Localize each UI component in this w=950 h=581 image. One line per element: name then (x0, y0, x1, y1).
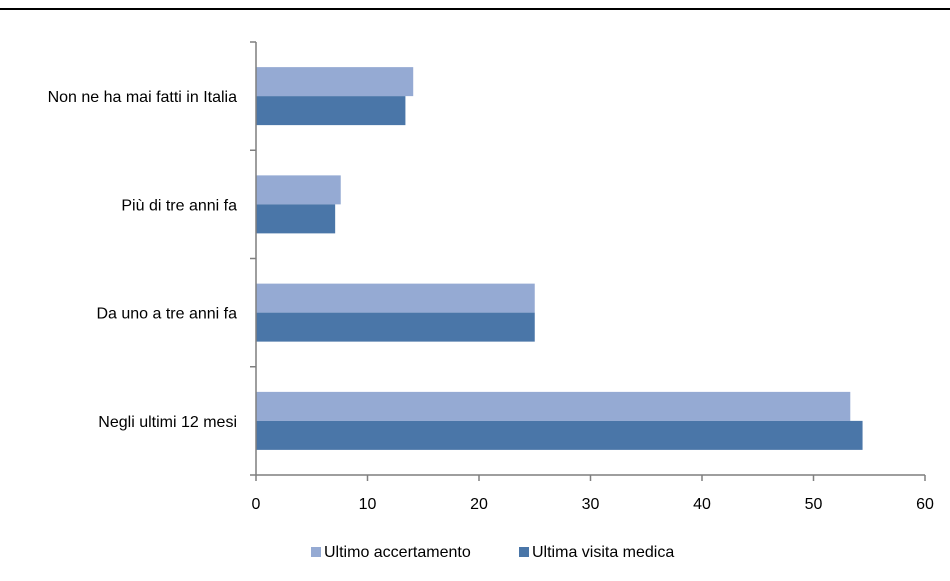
bar-ultimo-accertamento-1 (256, 175, 341, 205)
x-tick-label: 60 (916, 496, 934, 513)
legend-swatch-1 (519, 547, 529, 557)
bar-ultimo-accertamento-0 (256, 67, 414, 97)
x-tick-label: 20 (470, 496, 488, 513)
bar-ultimo-accertamento-2 (256, 283, 535, 313)
bar-ultima-visita-medica-0 (256, 96, 406, 126)
legend-swatch-0 (311, 547, 321, 557)
labels-group: Non ne ha mai fatti in Italia Più di tre … (48, 89, 934, 513)
top-rule (0, 8, 950, 10)
legend-label-1: Ultima visita medica (532, 544, 674, 561)
category-label: Negli ultimi 12 mesi (98, 414, 237, 431)
category-label: Più di tre anni fa (121, 197, 237, 214)
legend-label-0: Ultimo accertamento (324, 544, 471, 561)
bar-ultima-visita-medica-2 (256, 312, 535, 342)
x-tick-label: 30 (582, 496, 600, 513)
x-tick-label: 40 (693, 496, 711, 513)
bar-ultima-visita-medica-3 (256, 420, 863, 450)
category-label: Non ne ha mai fatti in Italia (48, 89, 238, 106)
bar-ultimo-accertamento-3 (256, 391, 851, 421)
legend: Ultimo accertamento Ultima visita medica (311, 544, 674, 561)
category-label: Da uno a tre anni fa (96, 306, 237, 323)
x-tick-label: 0 (252, 496, 261, 513)
bars-group (256, 67, 863, 450)
x-tick-label: 10 (359, 496, 377, 513)
x-tick-label: 50 (805, 496, 823, 513)
bar-ultima-visita-medica-1 (256, 204, 336, 234)
axes-group (250, 41, 926, 481)
